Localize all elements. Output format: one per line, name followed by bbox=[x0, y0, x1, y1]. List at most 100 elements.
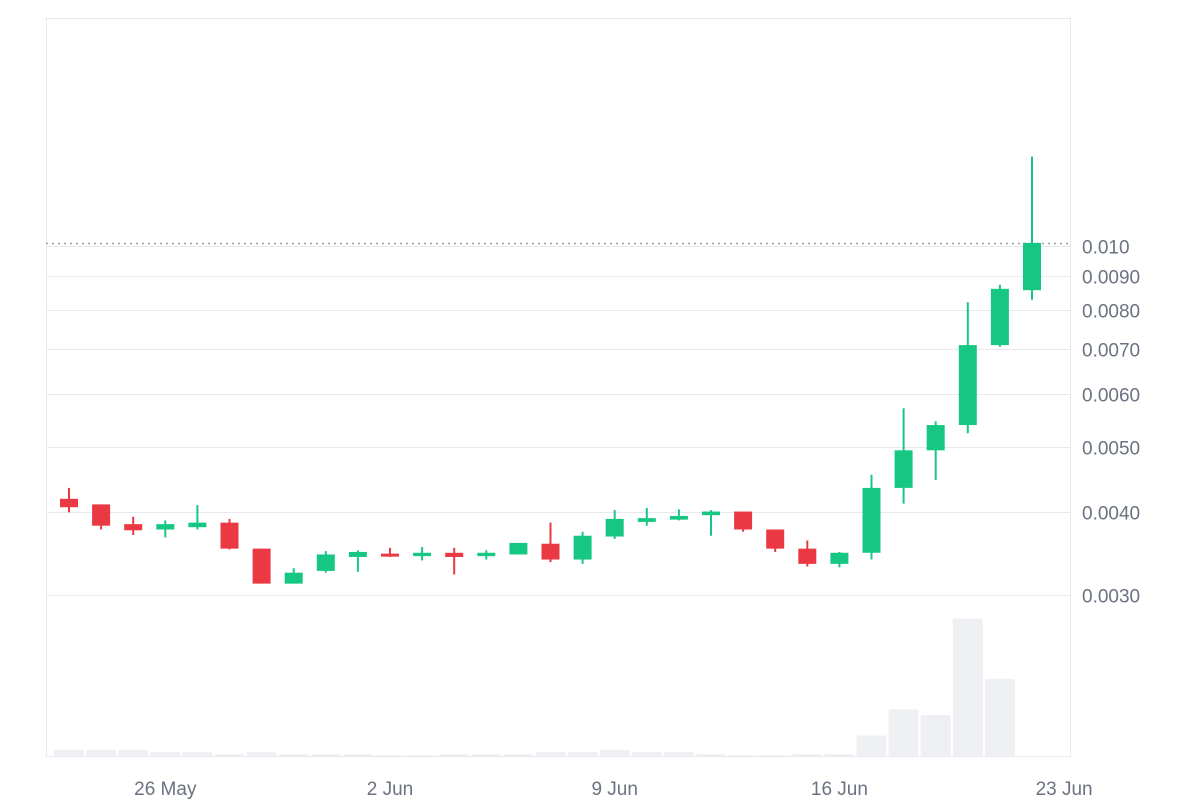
volume-bar bbox=[310, 754, 341, 756]
y-tick-label: 0.0070 bbox=[1082, 341, 1140, 362]
candle bbox=[156, 520, 175, 538]
candle bbox=[862, 474, 881, 560]
candle bbox=[894, 408, 913, 504]
candle bbox=[220, 518, 239, 550]
volume-bar bbox=[696, 754, 726, 756]
candle-body bbox=[220, 522, 239, 549]
candle-body bbox=[188, 522, 207, 528]
volume-bar bbox=[342, 754, 373, 756]
volume-bar bbox=[856, 735, 887, 756]
volume-bar bbox=[54, 749, 84, 756]
volume-bar bbox=[182, 751, 213, 756]
candle-body bbox=[637, 518, 656, 522]
candle bbox=[605, 510, 624, 539]
candle bbox=[958, 302, 977, 434]
x-tick-label: 2 Jun bbox=[367, 779, 413, 800]
candle bbox=[702, 510, 720, 536]
candle bbox=[60, 487, 78, 513]
y-tick-label: 0.0080 bbox=[1082, 302, 1140, 323]
candle bbox=[445, 547, 464, 575]
candle bbox=[734, 511, 753, 532]
candle bbox=[637, 507, 656, 526]
volume-bar bbox=[663, 751, 694, 756]
volume-bar bbox=[118, 749, 149, 756]
candle bbox=[92, 504, 111, 530]
x-tick-label: 23 Jun bbox=[1036, 779, 1093, 800]
candle-body bbox=[252, 548, 271, 584]
candle-body bbox=[1023, 242, 1041, 291]
volume-bar bbox=[631, 751, 662, 756]
candle bbox=[798, 540, 817, 567]
grid-lines bbox=[46, 246, 1071, 596]
candle-body bbox=[60, 498, 78, 508]
candle bbox=[124, 516, 143, 535]
candle bbox=[541, 522, 560, 563]
candle-body bbox=[316, 554, 335, 571]
volume-bar bbox=[471, 754, 502, 756]
volume-bars bbox=[54, 618, 1015, 756]
candle-body bbox=[702, 511, 720, 516]
candle bbox=[669, 509, 688, 521]
candle-body bbox=[958, 345, 977, 426]
candle bbox=[926, 421, 945, 480]
candle bbox=[830, 551, 849, 568]
volume-bar bbox=[920, 714, 951, 756]
candle-body bbox=[92, 504, 111, 526]
candle bbox=[252, 548, 271, 584]
candle bbox=[573, 531, 592, 564]
y-tick-label: 0.0030 bbox=[1082, 587, 1140, 608]
x-tick-label: 26 May bbox=[134, 779, 197, 800]
candle-body bbox=[990, 288, 1009, 346]
candle bbox=[188, 505, 207, 530]
candle bbox=[413, 546, 432, 561]
candle-body bbox=[541, 543, 560, 560]
volume-bar bbox=[150, 751, 181, 756]
candle-body bbox=[348, 551, 367, 557]
y-tick-label: 0.010 bbox=[1082, 238, 1130, 259]
candle-body bbox=[926, 425, 945, 451]
candle-body bbox=[766, 529, 785, 549]
y-tick-label: 0.0090 bbox=[1082, 268, 1140, 289]
candle-body bbox=[284, 572, 303, 584]
candle-body bbox=[477, 552, 496, 557]
volume-bar bbox=[407, 755, 438, 756]
volume-bar bbox=[246, 751, 277, 756]
candle bbox=[348, 550, 367, 572]
volume-bar bbox=[503, 754, 534, 756]
candle bbox=[990, 284, 1009, 347]
volume-bar bbox=[888, 709, 919, 756]
y-tick-label: 0.0060 bbox=[1082, 386, 1140, 407]
candle-body bbox=[894, 450, 913, 488]
x-axis-labels: 26 May 2 Jun 9 Jun 16 Jun 23 Jun bbox=[134, 779, 1092, 800]
candle-body bbox=[605, 518, 624, 537]
candle-body bbox=[862, 487, 881, 553]
candle-body bbox=[124, 524, 143, 531]
volume-bar bbox=[214, 754, 245, 756]
candle-body bbox=[798, 548, 817, 564]
volume-bar bbox=[278, 754, 309, 756]
volume-bar bbox=[792, 754, 823, 756]
volume-bar bbox=[439, 754, 470, 756]
candle bbox=[766, 529, 785, 552]
candle bbox=[316, 551, 335, 573]
volume-bar bbox=[375, 755, 405, 756]
y-tick-label: 0.0050 bbox=[1082, 439, 1140, 460]
candle-body bbox=[669, 515, 688, 520]
candle-body bbox=[509, 542, 528, 555]
volume-bar bbox=[535, 751, 566, 756]
candle bbox=[284, 568, 303, 584]
x-tick-label: 16 Jun bbox=[811, 779, 868, 800]
volume-bar bbox=[984, 678, 1015, 756]
y-axis-labels: 0.0030 0.0040 0.0050 0.0060 0.0070 0.0080 0.00… bbox=[1082, 238, 1140, 608]
volume-bar bbox=[599, 749, 630, 756]
candle bbox=[1023, 156, 1041, 300]
volume-bar bbox=[760, 755, 791, 756]
volume-bar bbox=[728, 755, 759, 756]
candle-body bbox=[734, 511, 753, 530]
candle bbox=[477, 550, 496, 560]
candle-body bbox=[573, 535, 592, 560]
candle-body bbox=[445, 552, 464, 557]
candle-body bbox=[381, 553, 399, 557]
candle bbox=[381, 547, 399, 557]
